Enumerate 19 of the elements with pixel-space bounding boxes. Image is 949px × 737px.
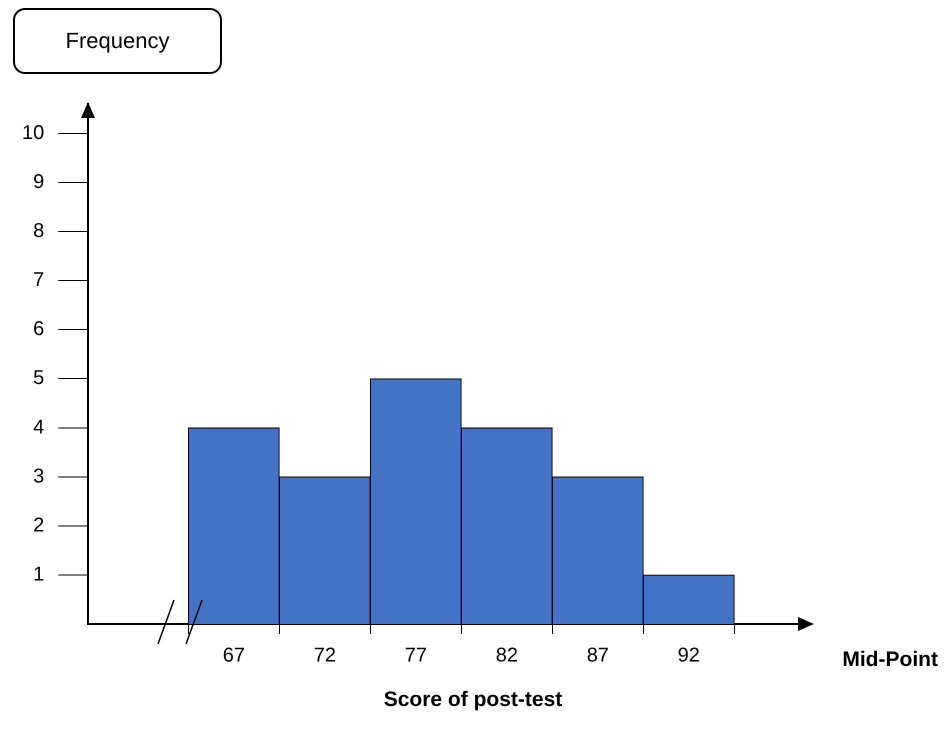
x-tick-label: 77 [404, 644, 427, 667]
x-axis-title: Score of post-test [382, 688, 564, 712]
x-tick-label: 82 [496, 644, 518, 667]
y-tick-label: 5 [33, 367, 44, 390]
x-tick-label: 72 [314, 644, 336, 667]
y-tick-label: 10 [22, 122, 44, 144]
x-tick-label: 92 [678, 644, 700, 667]
x-tick-label: 67 [222, 644, 245, 667]
text: Mid-Point [842, 648, 938, 672]
y-axis-title: Frequency [13, 8, 222, 74]
y-tick-label: 9 [33, 171, 44, 194]
y-tick-label: 2 [33, 514, 44, 536]
y-tick-label: 1 [33, 563, 44, 586]
y-tick-label: 6 [33, 318, 44, 340]
y-tick-label: 4 [33, 416, 44, 438]
x-tick-label: 87 [586, 644, 609, 667]
y-tick-label: 8 [33, 220, 44, 242]
y-tick-label: 7 [33, 269, 44, 292]
y-tick-label: 3 [33, 465, 44, 488]
